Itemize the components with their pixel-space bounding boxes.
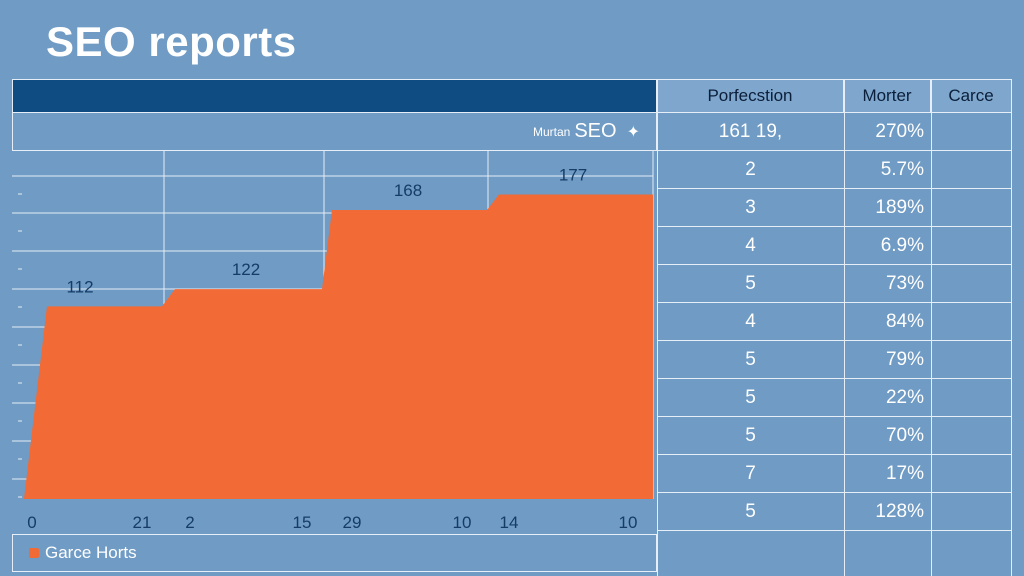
column-header-carce[interactable]: Carce — [931, 79, 1012, 113]
table-cell-morter: 128% — [875, 500, 924, 522]
subheader-small-label: Murtan — [532, 124, 571, 139]
tick-label: 2 — [185, 513, 194, 532]
data-label: 112 — [66, 277, 93, 296]
table-row: 7 17% — [657, 455, 1012, 493]
table-cell-porfecstion: 7 — [745, 462, 756, 484]
tick-label: 14 — [500, 513, 519, 532]
table-cell-morter: 70% — [885, 424, 924, 446]
table-divider — [931, 79, 932, 576]
area-series — [24, 194, 653, 499]
table-cell-morter: 189% — [875, 196, 924, 218]
area-segment — [47, 306, 162, 499]
seo-subheader: Murtan SEO ✦ — [12, 113, 657, 151]
table-cell-morter: 73% — [885, 272, 924, 294]
area-segment — [499, 195, 653, 499]
page-title: SEO reports — [46, 18, 297, 65]
data-label: 177 — [559, 166, 587, 185]
table-row: 5 22% — [657, 379, 1012, 417]
tick-label: 21 — [133, 513, 152, 532]
table-row: 3 189% — [657, 189, 1012, 227]
area-segment — [332, 210, 487, 499]
plus-icon[interactable]: ✦ — [626, 123, 640, 141]
area-segment — [175, 289, 322, 499]
table-divider — [844, 79, 845, 576]
chart-legend: Garce Horts — [12, 534, 657, 572]
tick-label: 10 — [453, 513, 472, 532]
table-cell-porfecstion: 5 — [745, 272, 756, 294]
column-header-porfecstion[interactable]: Porfecstion — [657, 79, 844, 113]
table-cell-porfecstion: 5 — [745, 386, 756, 408]
tick-label: 10 — [619, 513, 638, 532]
table-cell-morter: 84% — [885, 310, 924, 332]
tick-label: 29 — [343, 513, 362, 532]
table-divider — [657, 79, 658, 576]
table-row: 5 70% — [657, 417, 1012, 455]
table-cell-porfecstion: 5 — [745, 424, 756, 446]
table-cell-porfecstion: 4 — [745, 310, 756, 332]
area-chart: 112 122 168 177 0 21 2 15 29 10 14 10 — [12, 151, 654, 532]
table-cell-morter: 6.9% — [880, 234, 924, 256]
tick-label: 0 — [27, 513, 36, 532]
table-row: 4 6.9% — [657, 227, 1012, 265]
data-label: 168 — [394, 181, 422, 200]
legend-swatch — [29, 548, 39, 558]
table-cell-porfecstion: 5 — [745, 348, 756, 370]
table-row: 2 5.7% — [657, 151, 1012, 189]
tick-label: 15 — [293, 513, 312, 532]
table-cell-porfecstion: 4 — [745, 234, 756, 256]
table-header-bar — [12, 79, 657, 113]
table-cell-porfecstion: 5 — [745, 500, 756, 522]
table-cell-porfecstion: 161 19, — [718, 120, 783, 142]
data-table: 161 19, 270% 2 5.7% 3 189% 4 6.9% 5 73% 4 84% 5 79% 5 2… — [657, 113, 1012, 531]
table-cell-morter: 22% — [885, 386, 924, 408]
table-row: 5 128% — [657, 493, 1012, 531]
table-cell-morter: 17% — [885, 462, 924, 484]
table-divider — [1011, 79, 1012, 576]
table-cell-morter: 79% — [885, 348, 924, 370]
table-row: 5 73% — [657, 265, 1012, 303]
table-row: 4 84% — [657, 303, 1012, 341]
table-cell-porfecstion: 2 — [745, 158, 756, 180]
subheader-seo-label: SEO — [574, 120, 617, 142]
table-cell-morter: 5.7% — [880, 158, 924, 180]
table-row: 161 19, 270% — [657, 113, 1012, 151]
legend-label: Garce Horts — [45, 543, 137, 562]
table-cell-morter: 270% — [875, 120, 924, 142]
column-header-morter[interactable]: Morter — [844, 79, 931, 113]
table-row: 5 79% — [657, 341, 1012, 379]
table-cell-porfecstion: 3 — [745, 196, 756, 218]
data-label: 122 — [232, 260, 260, 279]
